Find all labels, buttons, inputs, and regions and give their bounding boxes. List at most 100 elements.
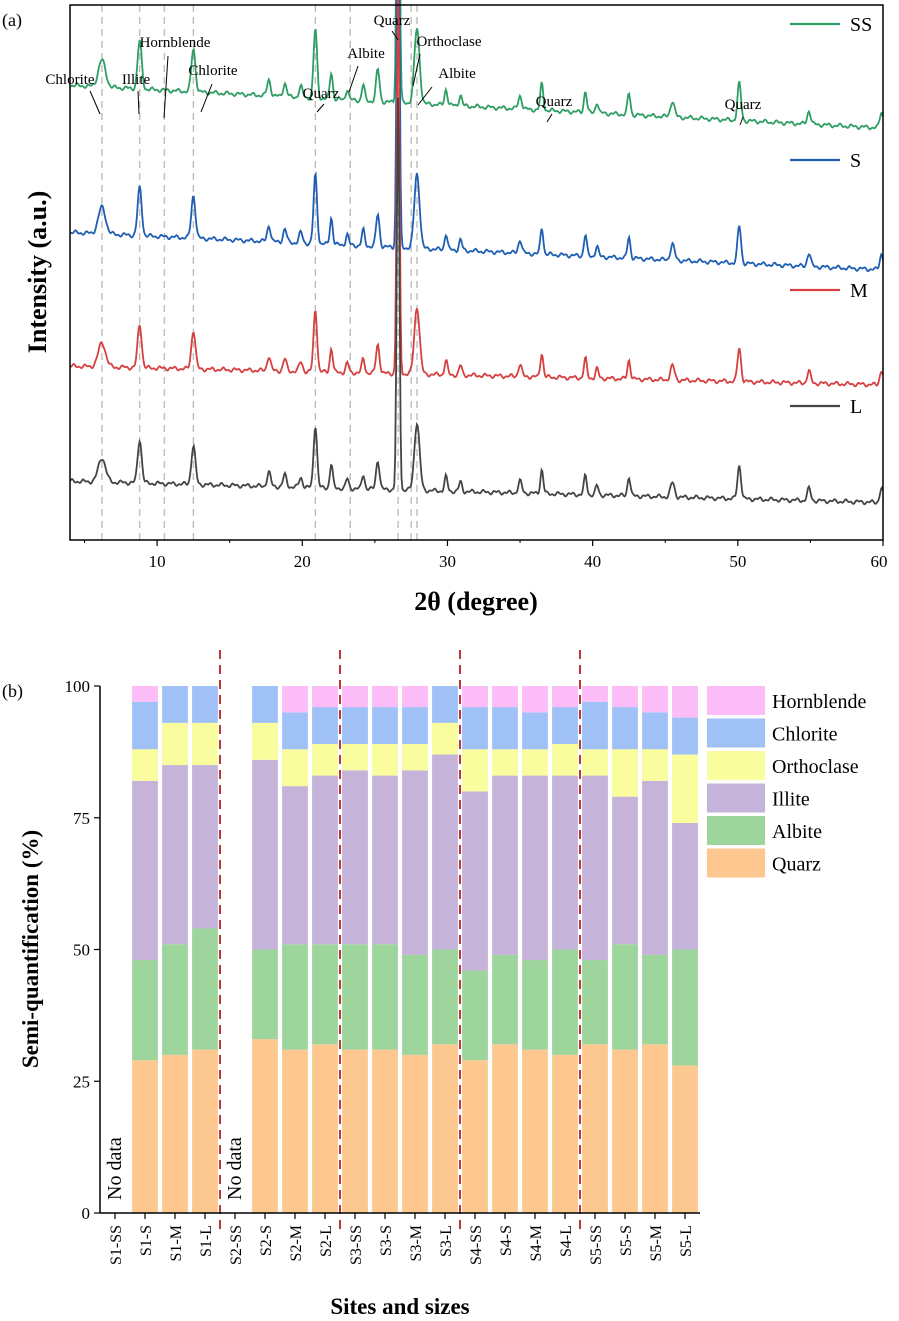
bar-segment-quarz	[462, 1060, 488, 1213]
x-tick-label: S3-S	[378, 1225, 395, 1256]
bar-segment-orthoclase	[612, 749, 638, 797]
peak-leader-line	[739, 116, 744, 126]
x-tick-label: S4-S	[498, 1225, 515, 1256]
bar-segment-albite	[402, 954, 428, 1055]
bar-segment-illite	[372, 775, 398, 945]
x-tick-label: S1-S	[138, 1225, 155, 1256]
xrd-line-m	[69, 0, 884, 388]
bar-segment-hornblende	[672, 686, 698, 718]
y-tick-label: 0	[82, 1204, 91, 1223]
bar-segment-chlorite	[462, 707, 488, 750]
legend-label-ss: SS	[850, 14, 872, 36]
panel-a-x-ticks: 10 20 30 40 50 60	[84, 540, 888, 571]
bar-segment-illite	[312, 775, 338, 945]
peak-leader-line	[417, 86, 433, 106]
legend-label-s: S	[850, 150, 861, 172]
bar-segment-quarz	[252, 1039, 278, 1213]
bar-segment-orthoclase	[252, 722, 278, 760]
bar-segment-quarz	[612, 1049, 638, 1213]
bar-segment-hornblende	[462, 686, 488, 708]
x-tick-label: S1-SS	[108, 1225, 125, 1265]
bar-segment-chlorite	[132, 701, 158, 750]
x-tick-label: 20	[294, 552, 311, 571]
peak-leader-line	[546, 113, 553, 123]
bar-segment-quarz	[492, 1044, 518, 1213]
peak-label-hornblende: Hornblende	[140, 35, 211, 51]
bar-segment-illite	[132, 780, 158, 961]
bar-segment-orthoclase	[402, 743, 428, 771]
x-tick-label: S3-SS	[348, 1225, 365, 1265]
bar-segment-albite	[192, 928, 218, 1050]
x-tick-label: 30	[439, 552, 456, 571]
bar-segment-quarz	[552, 1054, 578, 1213]
bar-segment-albite	[162, 944, 188, 1055]
bar-segment-illite	[612, 796, 638, 945]
bar-segment-albite	[342, 944, 368, 1050]
bar-segment-orthoclase	[282, 749, 308, 787]
bar-segment-albite	[462, 970, 488, 1061]
bar-segment-chlorite	[582, 701, 608, 750]
x-tick-label: 40	[584, 552, 601, 571]
bar-segment-hornblende	[522, 686, 548, 713]
bar-segment-orthoclase	[312, 743, 338, 776]
bar-segment-hornblende	[312, 686, 338, 708]
x-tick-label: S2-L	[318, 1225, 335, 1257]
bar-segment-albite	[522, 960, 548, 1050]
legend-label-m: M	[850, 280, 868, 302]
xrd-line-l	[69, 97, 884, 506]
peak-label-albite: Albite	[438, 66, 476, 82]
bar-segment-chlorite	[282, 712, 308, 750]
bar-segment-orthoclase	[582, 749, 608, 776]
legend-label-albite: Albite	[772, 821, 822, 843]
x-tick-label: S4-M	[528, 1225, 545, 1261]
bar-segment-illite	[552, 775, 578, 950]
peak-leader-line	[200, 83, 213, 113]
no-data-labels: No data No data	[104, 1137, 246, 1200]
x-tick-label: S1-M	[168, 1225, 185, 1261]
x-tick-label: 50	[729, 552, 746, 571]
peak-label-illite: Illite	[122, 72, 151, 88]
x-tick-label: 10	[149, 552, 166, 571]
legend-label-illite: Illite	[772, 789, 810, 811]
panel-b-legend: Hornblende Chlorite Orthoclase Illite Albite…	[707, 686, 867, 878]
panel-b-x-axis-label: Sites and sizes	[330, 1294, 469, 1319]
panel-a-plot-frame	[69, 4, 884, 541]
y-tick-label: 75	[73, 809, 90, 828]
site-separators	[219, 650, 581, 1235]
bar-segment-illite	[342, 770, 368, 945]
bar-segment-chlorite	[522, 712, 548, 750]
peak-leader-line	[348, 65, 359, 93]
peak-leader-line	[137, 90, 140, 115]
bar-segment-albite	[582, 960, 608, 1045]
bar-segment-orthoclase	[372, 743, 398, 776]
legend-label-hornblende: Hornblende	[772, 691, 867, 713]
legend-swatch-hornblende	[707, 686, 765, 715]
bar-segment-quarz	[672, 1065, 698, 1213]
bar-segment-orthoclase	[162, 722, 188, 766]
peak-label-quarz: Quarz	[303, 86, 340, 102]
panel-a-y-axis-label: Intensity (a.u.)	[23, 191, 52, 354]
bar-segment-hornblende	[552, 686, 578, 708]
peak-leader-line	[163, 55, 169, 119]
peak-label-albite: Albite	[347, 46, 385, 62]
panel-a-label: (a)	[2, 10, 22, 31]
bar-segment-orthoclase	[672, 754, 698, 824]
peak-label-quarz: Quarz	[536, 94, 573, 110]
bar-segment-hornblende	[402, 686, 428, 708]
x-tick-label: S2-M	[288, 1225, 305, 1261]
bar-segment-illite	[492, 775, 518, 955]
bar-segment-illite	[582, 775, 608, 961]
bar-segment-albite	[492, 954, 518, 1045]
peak-annotations: Chlorite IlliteHornblendeChloriteQuarzAlb…	[45, 13, 762, 126]
no-data-label: No data	[224, 1137, 246, 1200]
bar-segment-chlorite	[312, 707, 338, 744]
reference-lines	[101, 5, 418, 540]
panel-a-x-axis-label: 2θ (degree)	[414, 587, 538, 616]
bar-segment-illite	[432, 754, 458, 950]
peak-leader-line	[391, 30, 399, 41]
bar-segment-illite	[462, 791, 488, 971]
bar-segment-albite	[642, 954, 668, 1045]
bar-segment-albite	[432, 949, 458, 1045]
peak-label-quarz: Quarz	[374, 13, 411, 29]
bar-segment-illite	[402, 770, 428, 955]
